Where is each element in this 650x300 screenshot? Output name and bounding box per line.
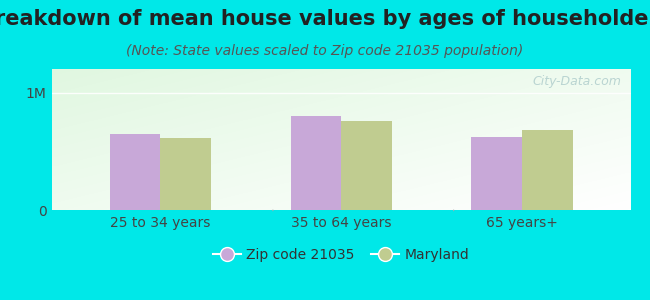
Legend: Zip code 21035, Maryland: Zip code 21035, Maryland: [207, 243, 475, 268]
Bar: [291, 116, 341, 210]
Bar: [110, 134, 161, 210]
Bar: [522, 130, 573, 210]
Bar: [161, 138, 211, 210]
Bar: [341, 121, 392, 210]
Bar: [471, 137, 522, 210]
Text: City-Data.com: City-Data.com: [533, 75, 622, 88]
Text: Breakdown of mean house values by ages of householders: Breakdown of mean house values by ages o…: [0, 9, 650, 29]
Text: (Note: State values scaled to Zip code 21035 population): (Note: State values scaled to Zip code 2…: [126, 44, 524, 58]
